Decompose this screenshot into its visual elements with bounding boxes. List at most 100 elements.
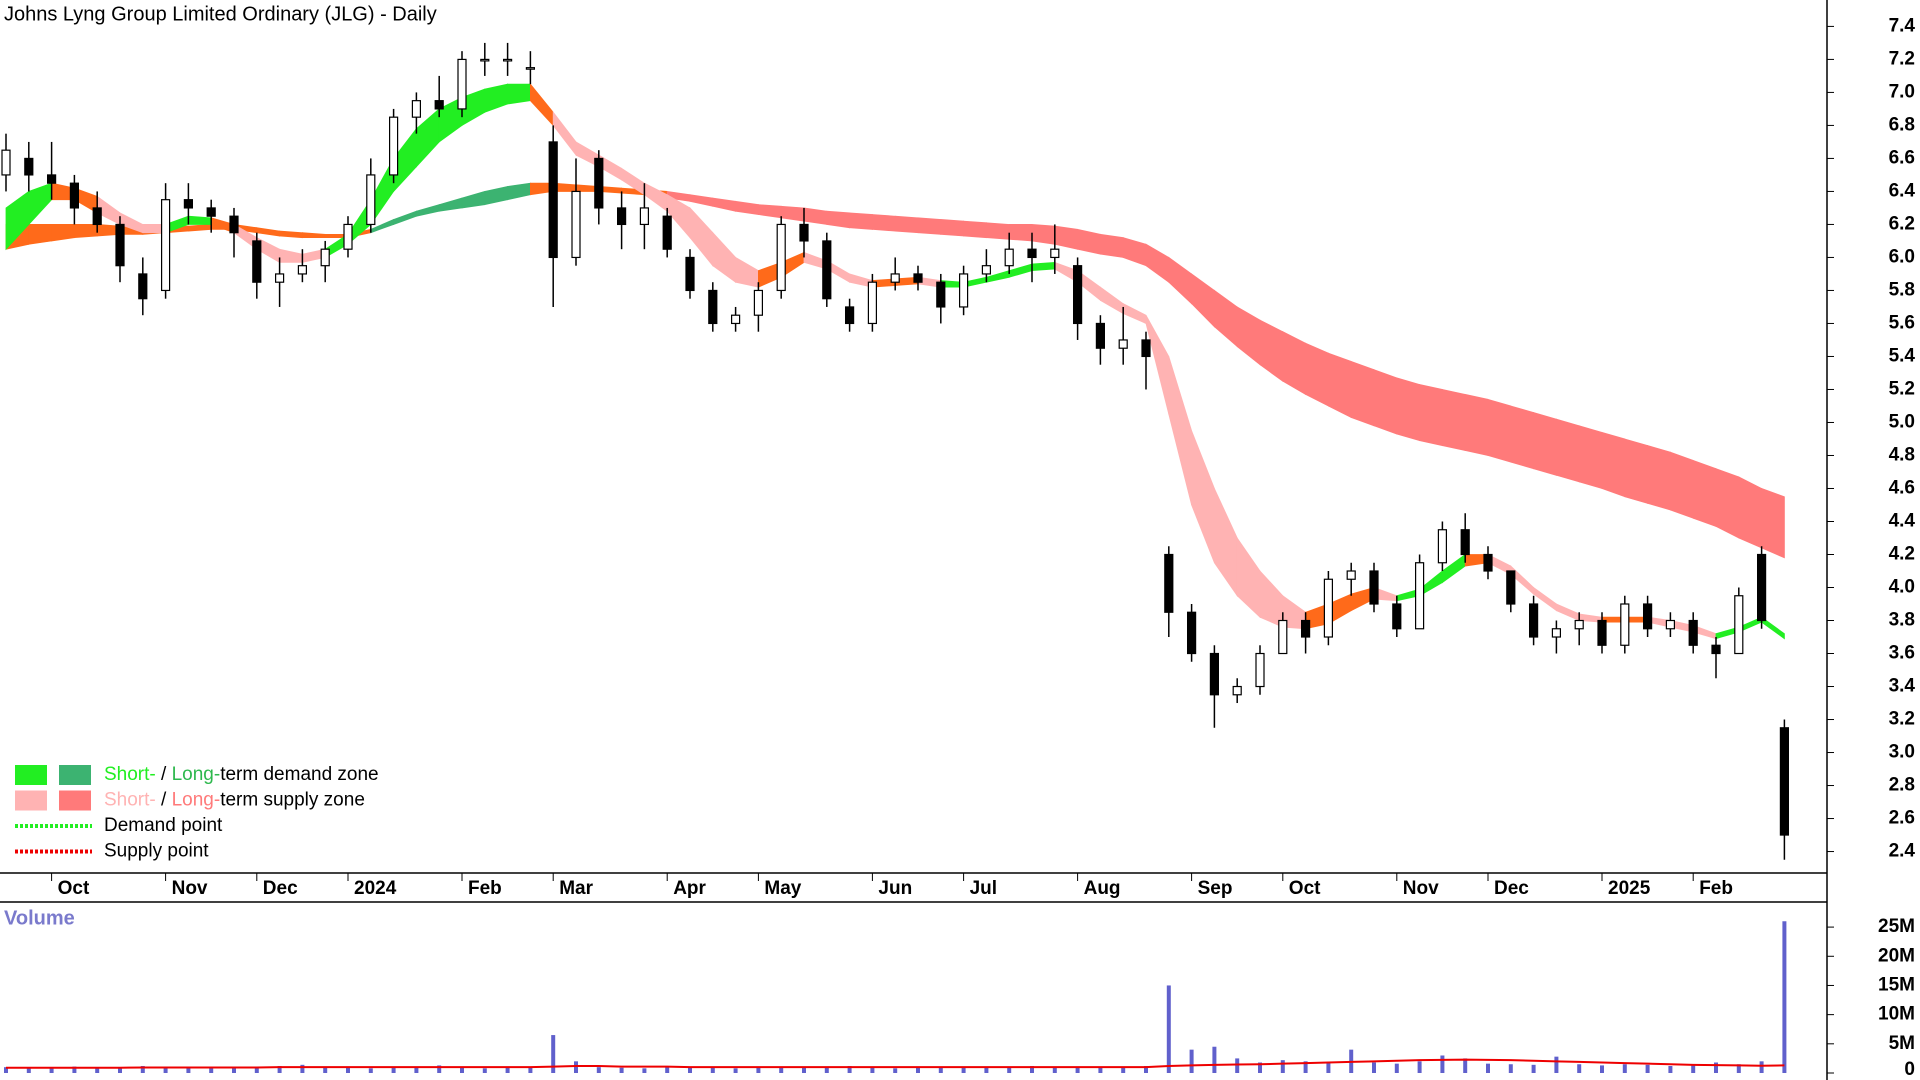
volume-bar: [1440, 1055, 1445, 1073]
volume-bar: [574, 1061, 578, 1073]
x-tick-label: Aug: [1084, 878, 1121, 899]
volume-bar: [1600, 1065, 1604, 1073]
legend-swatch: [15, 765, 47, 785]
volume-bar: [505, 1067, 510, 1073]
volume-bar: [870, 1067, 875, 1073]
candle-body: [1597, 619, 1607, 646]
volume-bar: [1714, 1062, 1718, 1073]
candle-body: [1004, 248, 1014, 267]
candle-body: [92, 207, 102, 226]
volume-bar: [824, 1067, 829, 1073]
candle-body: [1255, 652, 1265, 688]
candle-body: [1734, 595, 1744, 655]
candle-body: [1551, 628, 1562, 638]
zone-band: [1578, 425, 1603, 490]
candle-body: [1118, 339, 1128, 349]
volume-bar: [1691, 1065, 1696, 1073]
volume-bar: [1577, 1064, 1582, 1073]
volume-bar: [665, 1067, 670, 1073]
candle-body: [753, 289, 764, 316]
candle-body: [1711, 644, 1721, 655]
x-tick-label: Feb: [468, 878, 502, 899]
legend-text: Long-: [172, 790, 221, 811]
candle-body: [1756, 553, 1767, 622]
candle-body: [913, 273, 923, 283]
candle-body: [320, 248, 330, 267]
volume-bar: [1486, 1063, 1490, 1073]
volume-bar: [1326, 1062, 1331, 1073]
volume-bar: [254, 1066, 259, 1073]
legend-text: /: [156, 764, 172, 785]
candle-body: [1642, 603, 1653, 630]
volume-bar: [1098, 1067, 1103, 1073]
legend-label: Short- / Long-term demand zone: [104, 764, 379, 785]
zone-band: [894, 215, 919, 234]
x-tick-label: Dec: [1494, 878, 1529, 899]
candle-body: [1141, 339, 1151, 358]
volume-bar: [232, 1067, 236, 1073]
legend-text: Demand point: [104, 815, 223, 836]
candle-body: [1209, 652, 1220, 696]
candle-body: [411, 100, 421, 118]
legend-text: term supply zone: [220, 790, 365, 811]
zone-band: [872, 214, 896, 232]
candle-body: [776, 223, 786, 292]
volume-bar: [1645, 1064, 1650, 1073]
zone-band: [1692, 459, 1717, 528]
candle-body: [275, 273, 285, 283]
candle-body: [1460, 529, 1470, 556]
volume-bar: [95, 1067, 100, 1073]
volume-label: Volume: [4, 907, 75, 929]
candle-body: [1392, 603, 1402, 630]
zone-band: [187, 215, 212, 225]
zone-band: [940, 219, 964, 237]
candle-body: [1437, 529, 1448, 564]
candle-body: [639, 207, 650, 226]
candle-body: [24, 157, 34, 176]
zone-band: [1624, 438, 1648, 504]
y-tick-label: 5.8: [1889, 279, 1915, 300]
volume-bar: [1235, 1058, 1240, 1073]
candle-body: [1164, 553, 1174, 613]
candle-body: [69, 182, 80, 209]
volume-average: [6, 1058, 1785, 1069]
zone-band: [1442, 388, 1466, 452]
candle-body: [1027, 248, 1037, 259]
volume-bar: [779, 1066, 784, 1073]
candle-body: [343, 223, 353, 250]
y-tick-label: 6.2: [1889, 213, 1915, 234]
volume-bar: [1144, 1065, 1148, 1073]
axes: 2.4 2.6 2.8 3.0 3.2 3.4 3.6 3.8 4.0 4.2 4.4 4.6 4.8 5…: [51, 15, 1916, 1080]
x-tick-label: 2024: [354, 878, 397, 899]
candle-body: [981, 265, 992, 275]
candle-body: [1369, 570, 1379, 605]
y-tick-label: 4.4: [1889, 511, 1916, 532]
candle-body: [708, 289, 718, 325]
zone-band: [507, 83, 531, 105]
candle-body: [1278, 619, 1288, 655]
y-tick-label: 3.4: [1889, 676, 1916, 697]
zone-band: [1715, 468, 1740, 539]
candle-body: [1688, 619, 1698, 646]
y-tick-label: 4.2: [1889, 544, 1915, 565]
zone-band: [1031, 224, 1056, 245]
zone-band: [917, 217, 942, 235]
x-tick-label: May: [764, 878, 801, 899]
volume-bar: [1189, 1049, 1194, 1073]
legend-text: Long-: [172, 764, 221, 785]
volume-bar: [4, 1067, 8, 1073]
volume-bar: [1166, 985, 1171, 1073]
volume-bar: [209, 1067, 214, 1073]
candle-body: [1, 149, 11, 176]
volume-bar: [49, 1068, 54, 1073]
zone-band: [51, 224, 75, 242]
candle-body: [229, 215, 239, 234]
volume-bar: [961, 1066, 966, 1073]
volume-bar: [1372, 1062, 1376, 1073]
x-tick-label: Sep: [1198, 878, 1233, 899]
y-tick-label: 5.2: [1889, 378, 1915, 399]
candle-body: [183, 199, 193, 209]
zone-band: [826, 210, 850, 229]
